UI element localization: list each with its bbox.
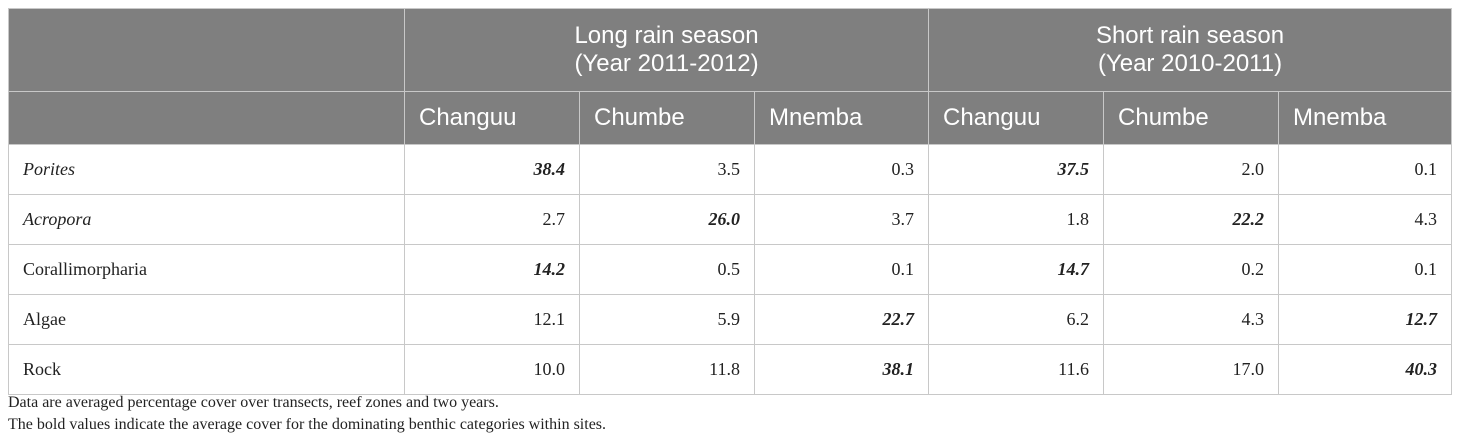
table-cell: 22.2 <box>1103 194 1280 245</box>
table-cell: 3.7 <box>753 194 930 245</box>
group-title: Long rain season <box>574 22 759 49</box>
group-title: Short rain season <box>1095 22 1285 49</box>
group-subtitle: (Year 2011-2012) <box>574 50 759 77</box>
table-cell: 0.1 <box>1278 144 1453 195</box>
table-cell: 26.0 <box>579 194 755 245</box>
table-body: Porites 38.4 3.5 0.3 37.5 2.0 0.1 Acropora 2.7 26… <box>8 144 1453 395</box>
column-header: Chumbe <box>1103 91 1280 145</box>
table-cell: 11.6 <box>928 344 1105 395</box>
table-cell: 17.0 <box>1103 344 1280 395</box>
table-cell: 0.5 <box>579 244 755 295</box>
column-header: Changuu <box>404 91 580 145</box>
table-cell: 0.2 <box>1103 244 1280 295</box>
table-row: Porites 38.4 3.5 0.3 37.5 2.0 0.1 <box>8 144 1453 195</box>
table-cell: 11.8 <box>579 344 755 395</box>
table-cell: 10.0 <box>404 344 580 395</box>
row-label: Corallimorpharia <box>8 244 405 295</box>
table-cell: 6.2 <box>928 294 1105 345</box>
table-cell: 22.7 <box>753 294 930 345</box>
table-cell: 14.7 <box>928 244 1105 295</box>
table-row: Corallimorpharia 14.2 0.5 0.1 14.7 0.2 0.1 <box>8 244 1453 295</box>
table-cell: 38.4 <box>404 144 580 195</box>
note-bold-meaning: The bold values indicate the average cov… <box>8 416 607 433</box>
table-cell: 5.9 <box>579 294 755 345</box>
table-cell: 14.2 <box>404 244 580 295</box>
table-row: Algae 12.1 5.9 22.7 6.2 4.3 12.7 <box>8 294 1453 345</box>
table-cell: 3.5 <box>579 144 755 195</box>
table-cell: 37.5 <box>928 144 1105 195</box>
short-rain-season-header: Short rain season (Year 2010-2011) <box>928 8 1453 92</box>
long-rain-season-header: Long rain season (Year 2011-2012) <box>403 8 930 92</box>
column-header: Changuu <box>928 91 1105 145</box>
table-cell: 2.7 <box>404 194 580 245</box>
table-cell: 12.1 <box>404 294 580 345</box>
header-corner-lower <box>8 91 405 145</box>
benthic-cover-table: Long rain season (Year 2011-2012) Short … <box>8 8 1453 395</box>
table-cell: 0.3 <box>753 144 930 195</box>
table-cell: 0.1 <box>753 244 930 295</box>
row-label: Algae <box>8 294 405 345</box>
table-row: Rock 10.0 11.8 38.1 11.6 17.0 40.3 <box>8 344 1453 395</box>
note-averaging: Data are averaged percentage cover over … <box>8 394 499 411</box>
table-cell: 40.3 <box>1278 344 1453 395</box>
column-header: Mnemba <box>753 91 930 145</box>
row-label: Rock <box>8 344 405 395</box>
group-subtitle: (Year 2010-2011) <box>1097 50 1283 77</box>
table-cell: 2.0 <box>1103 144 1280 195</box>
header-row-sites: Changuu Chumbe Mnemba Changuu Chumbe Mne… <box>8 91 1453 145</box>
row-label: Acropora <box>8 194 405 245</box>
table-cell: 4.3 <box>1278 194 1453 245</box>
table-cell: 4.3 <box>1103 294 1280 345</box>
row-label: Porites <box>8 144 405 195</box>
header-row-seasons: Long rain season (Year 2011-2012) Short … <box>8 8 1453 92</box>
table-cell: 0.1 <box>1278 244 1453 295</box>
table-cell: 38.1 <box>753 344 930 395</box>
table-notes: Data are averaged percentage cover over … <box>8 392 606 436</box>
table-cell: 1.8 <box>928 194 1105 245</box>
header-corner <box>8 8 405 92</box>
column-header: Chumbe <box>579 91 755 145</box>
table-cell: 12.7 <box>1278 294 1453 345</box>
table-row: Acropora 2.7 26.0 3.7 1.8 22.2 4.3 <box>8 194 1453 245</box>
column-header: Mnemba <box>1278 91 1453 145</box>
